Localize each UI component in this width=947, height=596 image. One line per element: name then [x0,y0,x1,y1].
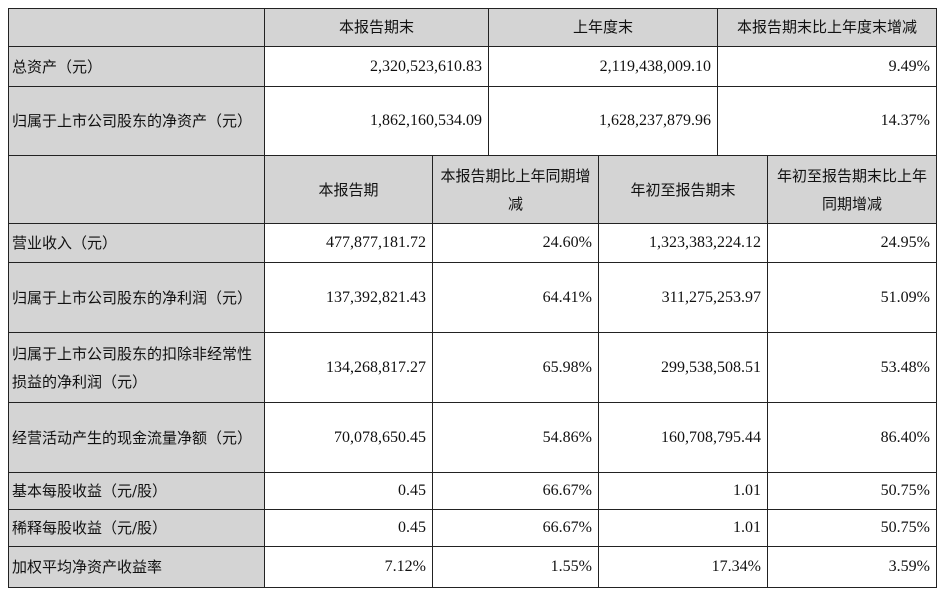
net-assets-prior-year-end: 1,628,237,879.96 [489,87,718,156]
net-profit-excl-ytd-yoy: 53.48% [768,333,937,403]
revenue-current: 477,877,181.72 [265,224,433,263]
revenue-ytd-yoy: 24.95% [768,224,937,263]
net-profit-excl-ytd: 299,538,508.51 [599,333,768,403]
net-profit-excl-label-text: 归属于上市公司股东的扣除非经常性损益的净利润（元） [12,344,253,391]
mid-header-blank-corner [8,156,265,224]
cash-flow-current-yoy: 54.86% [433,403,599,473]
net-profit-excl-current-yoy: 65.98% [433,333,599,403]
net-assets-label-text: 归属于上市公司股东的净资产（元） [12,112,253,130]
header-period-end: 本报告期末 [265,8,489,47]
row-label-net-assets: 归属于上市公司股东的净资产（元） [8,87,265,156]
diluted-eps-current-yoy: 66.67% [433,510,599,547]
net-profit-current-yoy: 64.41% [433,263,599,333]
net-profit-current: 137,392,821.43 [265,263,433,333]
cash-flow-ytd-yoy: 86.40% [768,403,937,473]
header-current-period-yoy: 本报告期比上年同期增减 [433,156,599,224]
row-label-operating-cash-flow: 经营活动产生的现金流量净额（元） [8,403,265,473]
diluted-eps-ytd: 1.01 [599,510,768,547]
weighted-roe-current-yoy: 1.55% [433,547,599,588]
row-label-net-profit: 归属于上市公司股东的净利润（元） [8,263,265,333]
cash-flow-current: 70,078,650.45 [265,403,433,473]
row-label-revenue: 营业收入（元） [8,224,265,263]
revenue-ytd: 1,323,383,224.12 [599,224,768,263]
basic-eps-current: 0.45 [265,473,433,510]
row-label-weighted-roe: 加权平均净资产收益率 [8,547,265,588]
weighted-roe-ytd: 17.34% [599,547,768,588]
net-profit-ytd: 311,275,253.97 [599,263,768,333]
weighted-roe-current: 7.12% [265,547,433,588]
total-assets-prior-year-end: 2,119,438,009.10 [489,47,718,87]
diluted-eps-ytd-yoy: 50.75% [768,510,937,547]
header-ytd: 年初至报告期末 [599,156,768,224]
row-label-total-assets: 总资产（元） [8,47,265,87]
basic-eps-current-yoy: 66.67% [433,473,599,510]
net-profit-ytd-yoy: 51.09% [768,263,937,333]
financial-summary-table: 本报告期末 上年度末 本报告期末比上年度末增减 总资产（元） 2,320,523… [8,8,937,588]
total-assets-change: 9.49% [718,47,937,87]
revenue-current-yoy: 24.60% [433,224,599,263]
header-current-period: 本报告期 [265,156,433,224]
diluted-eps-current: 0.45 [265,510,433,547]
net-profit-excl-current: 134,268,817.27 [265,333,433,403]
weighted-roe-ytd-yoy: 3.59% [768,547,937,588]
net-assets-period-end: 1,862,160,534.09 [265,87,489,156]
row-label-diluted-eps: 稀释每股收益（元/股） [8,510,265,547]
header-current-period-yoy-text: 本报告期比上年同期增减 [440,166,591,213]
header-ytd-yoy: 年初至报告期末比上年同期增减 [768,156,937,224]
basic-eps-ytd: 1.01 [599,473,768,510]
total-assets-period-end: 2,320,523,610.83 [265,47,489,87]
row-label-basic-eps: 基本每股收益（元/股） [8,473,265,510]
operating-cash-flow-label-text: 经营活动产生的现金流量净额（元） [12,428,253,447]
cash-flow-ytd: 160,708,795.44 [599,403,768,473]
header-ytd-yoy-text: 年初至报告期末比上年同期增减 [776,166,927,213]
header-prior-year-end: 上年度末 [489,8,718,47]
net-profit-label-text: 归属于上市公司股东的净利润（元） [12,288,253,307]
header-change-vs-prior-year-end: 本报告期末比上年度末增减 [718,8,937,47]
row-label-net-profit-excl-nonrecurring: 归属于上市公司股东的扣除非经常性损益的净利润（元） [8,333,265,403]
basic-eps-ytd-yoy: 50.75% [768,473,937,510]
net-assets-change: 14.37% [718,87,937,156]
header-blank-corner [8,8,265,47]
